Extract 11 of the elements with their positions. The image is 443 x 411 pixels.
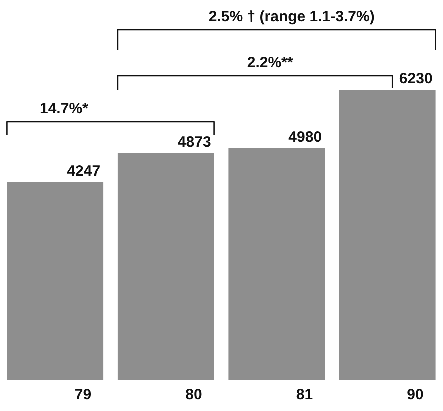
data-label: 6230 (399, 70, 433, 88)
text: 2.2%** (247, 54, 294, 72)
x-tick-label: 80 (186, 386, 202, 404)
data-label: 4247 (67, 162, 101, 180)
data-label: 4980 (288, 128, 322, 146)
x-tick-label: 81 (296, 386, 314, 404)
text: 2.5% † (range 1.1-3.7%) (208, 8, 375, 26)
data-label: 4873 (178, 134, 212, 151)
x-tick-label: 79 (74, 386, 92, 404)
annotation: 14.7%* (40, 100, 89, 118)
x-tick-label: 90 (407, 386, 424, 404)
